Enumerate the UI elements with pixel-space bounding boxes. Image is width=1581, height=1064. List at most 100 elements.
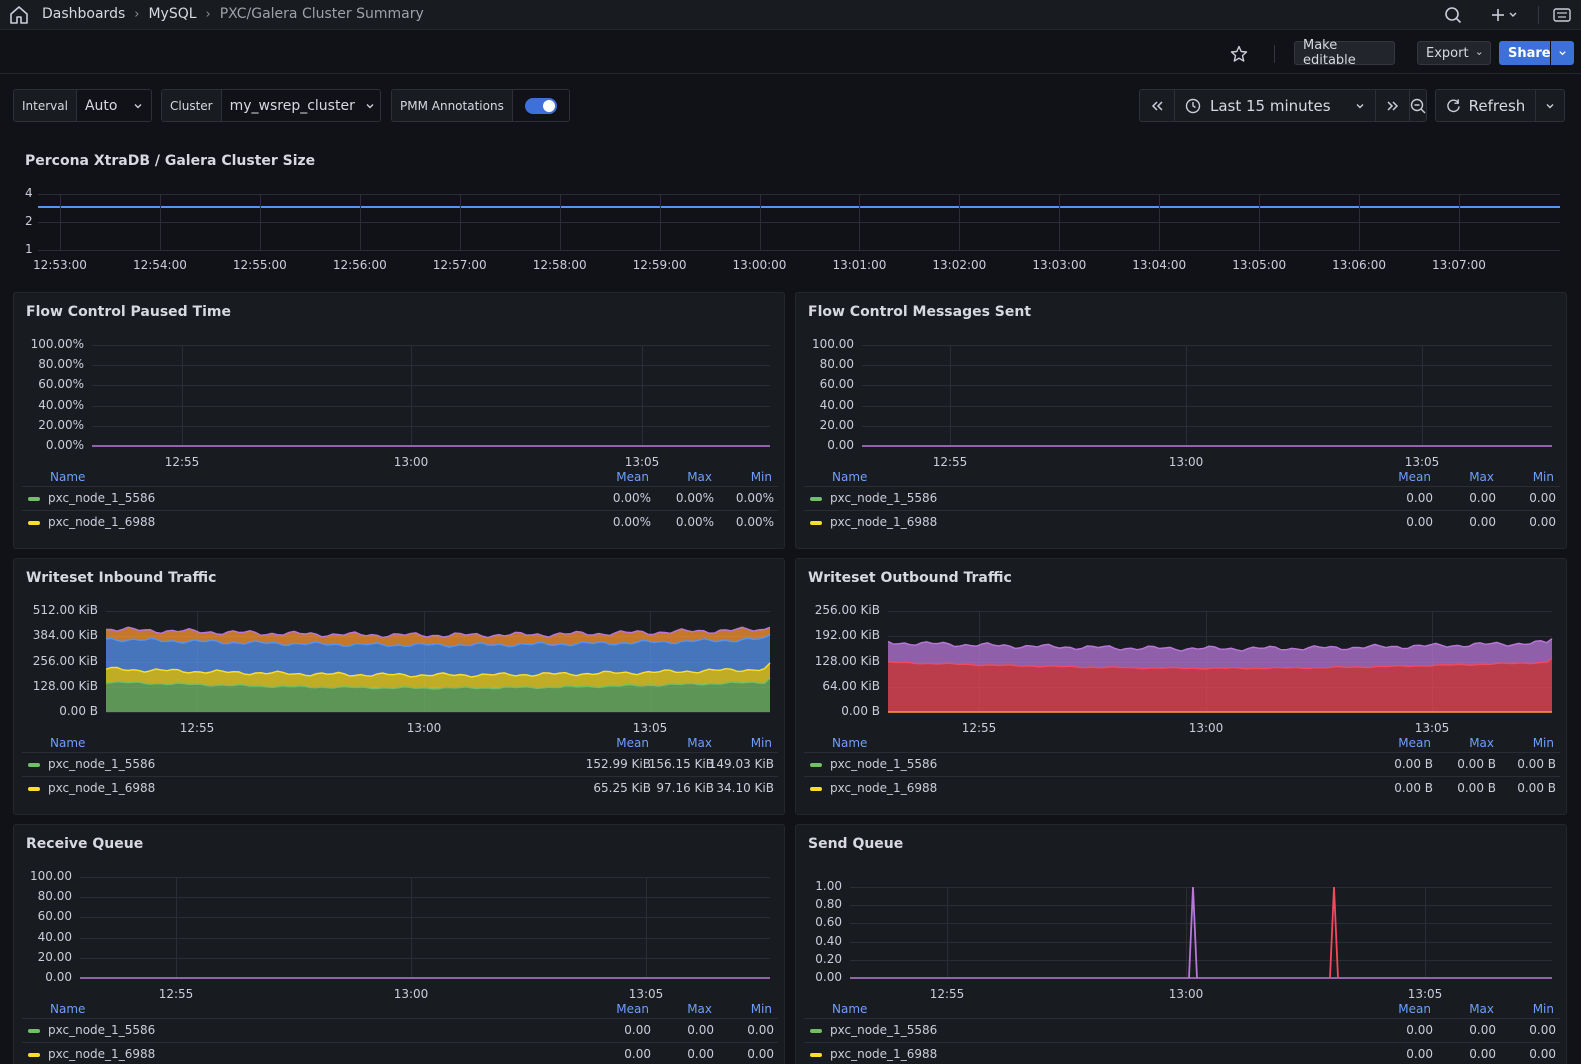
x-tick-label: 13:00 (1168, 987, 1204, 1001)
legend-header-min[interactable]: Min (1532, 1002, 1554, 1016)
legend-series-name[interactable]: pxc_node_1_5586 (48, 1023, 156, 1037)
y-tick-label: 80.00 (37, 889, 72, 904)
legend-header-name[interactable]: Name (50, 736, 86, 750)
grid-line (60, 194, 61, 251)
keyboard-icon[interactable] (1551, 4, 1573, 26)
legend-row[interactable]: pxc_node_1_6988 65.25 KiB 97.16 KiB 34.10 K… (22, 776, 778, 800)
zoom-out-icon (1410, 98, 1426, 113)
export-button[interactable]: Export (1417, 41, 1491, 65)
legend-row[interactable]: pxc_node_1_5586 0.00 B 0.00 B 0.00 B (804, 752, 1560, 776)
legend-header-min[interactable]: Min (1532, 736, 1554, 750)
y-tick-label: 40.00 (37, 929, 72, 944)
legend-row[interactable]: pxc_node_1_6988 0.00 0.00 0.00 (22, 1042, 778, 1064)
interval-select[interactable]: Auto (76, 90, 151, 121)
grid-line (888, 611, 1552, 612)
legend-header-max[interactable]: Max (687, 470, 712, 484)
time-range-picker[interactable]: Last 15 minutes (1175, 90, 1376, 121)
legend-header-max[interactable]: Max (1469, 470, 1494, 484)
legend-series-name[interactable]: pxc_node_1_6988 (48, 1047, 156, 1061)
breadcrumb-mysql[interactable]: MySQL (148, 6, 197, 22)
x-tick-label: 13:04:00 (1132, 258, 1187, 272)
legend-header-min[interactable]: Min (1532, 470, 1554, 484)
y-tick-label: 2 (25, 214, 33, 228)
home-icon[interactable] (8, 4, 30, 26)
grid-line (1186, 345, 1187, 446)
legend-value-max: 0.00 B (1457, 757, 1496, 771)
make-editable-button[interactable]: Make editable (1294, 38, 1395, 68)
legend-header-min[interactable]: Min (750, 1002, 772, 1016)
breadcrumb-dashboards[interactable]: Dashboards (42, 6, 126, 22)
legend-header-mean[interactable]: Mean (616, 1002, 649, 1016)
time-shift-back-button[interactable] (1140, 90, 1175, 121)
legend-value-max: 0.00% (675, 515, 714, 529)
legend-header-max[interactable]: Max (687, 1002, 712, 1016)
legend-row[interactable]: pxc_node_1_6988 0.00 0.00 0.00 (804, 510, 1560, 534)
legend-row[interactable]: pxc_node_1_5586 0.00% 0.00% 0.00% (22, 486, 778, 510)
legend-row[interactable]: pxc_node_1_5586 0.00 0.00 0.00 (804, 486, 1560, 510)
refresh-interval-dropdown[interactable] (1536, 90, 1564, 121)
cluster-select[interactable]: my_wsrep_cluster (221, 90, 380, 121)
nav-divider (1538, 6, 1539, 24)
time-range-label: Last 15 minutes (1210, 96, 1331, 115)
legend-row[interactable]: pxc_node_1_5586 0.00 0.00 0.00 (804, 1018, 1560, 1042)
legend-header-name[interactable]: Name (832, 470, 868, 484)
cluster-size-panel: Percona XtraDB / Galera Cluster Size 4 2 1… (13, 142, 1568, 282)
annotations-toggle[interactable] (524, 97, 557, 114)
legend-series-name[interactable]: pxc_node_1_5586 (48, 757, 156, 771)
legend-series-name[interactable]: pxc_node_1_5586 (830, 491, 938, 505)
series-area-yellow (106, 663, 770, 689)
legend-header-max[interactable]: Max (687, 736, 712, 750)
share-button[interactable]: Share (1499, 41, 1551, 65)
y-tick-label: 0.60 (815, 915, 842, 930)
legend-row[interactable]: pxc_node_1_5586 152.99 KiB 156.15 KiB 149.0… (22, 752, 778, 776)
x-tick-label: 12:55 (929, 987, 965, 1001)
panel-chart (862, 445, 1552, 447)
x-tick-label: 12:55 (164, 455, 200, 469)
x-tick-label: 12:56:00 (332, 258, 387, 272)
legend-header-min[interactable]: Min (750, 470, 772, 484)
legend-header-name[interactable]: Name (832, 736, 868, 750)
legend-series-name[interactable]: pxc_node_1_5586 (830, 1023, 938, 1037)
legend-row[interactable]: pxc_node_1_5586 0.00 0.00 0.00 (22, 1018, 778, 1042)
legend-value-min: 0.00 (1529, 1047, 1556, 1061)
legend-header-mean[interactable]: Mean (1398, 470, 1431, 484)
refresh-group: Refresh (1435, 89, 1565, 122)
legend-series-name[interactable]: pxc_node_1_6988 (830, 781, 938, 795)
legend-row[interactable]: pxc_node_1_6988 0.00 B 0.00 B 0.00 B (804, 776, 1560, 800)
legend-header-mean[interactable]: Mean (1398, 1002, 1431, 1016)
legend-header-max[interactable]: Max (1469, 1002, 1494, 1016)
legend-series-name[interactable]: pxc_node_1_6988 (48, 781, 156, 795)
refresh-button[interactable]: Refresh (1436, 90, 1536, 121)
chevron-down-icon (1546, 103, 1554, 108)
search-icon[interactable] (1442, 4, 1464, 26)
legend-header-name[interactable]: Name (50, 1002, 86, 1016)
time-shift-forward-button[interactable] (1376, 90, 1410, 121)
legend-series-name[interactable]: pxc_node_1_6988 (830, 1047, 938, 1061)
grid-line (888, 636, 1552, 638)
grid-line (646, 877, 647, 978)
legend-series-name[interactable]: pxc_node_1_6988 (48, 515, 156, 529)
legend-header-mean[interactable]: Mean (1398, 736, 1431, 750)
grid-line (38, 250, 1560, 251)
star-icon[interactable] (1230, 45, 1248, 63)
legend-row[interactable]: pxc_node_1_6988 0.00 0.00 0.00 (804, 1042, 1560, 1064)
legend-row[interactable]: pxc_node_1_6988 0.00% 0.00% 0.00% (22, 510, 778, 534)
legend-series-name[interactable]: pxc_node_1_5586 (830, 757, 938, 771)
legend-value-mean: 0.00 B (1394, 757, 1433, 771)
legend-header-min[interactable]: Min (750, 736, 772, 750)
chevron-down-icon (1356, 103, 1364, 108)
legend-header-name[interactable]: Name (832, 1002, 868, 1016)
grid-line (92, 405, 770, 407)
zoom-out-button[interactable] (1410, 90, 1426, 121)
grid-line (411, 877, 412, 978)
legend-header-mean[interactable]: Mean (616, 736, 649, 750)
share-dropdown-button[interactable] (1551, 41, 1574, 65)
legend-header-name[interactable]: Name (50, 470, 86, 484)
legend-series-name[interactable]: pxc_node_1_6988 (830, 515, 938, 529)
x-tick-label: 13:00:00 (732, 258, 787, 272)
chevron-down-icon (134, 103, 142, 108)
add-new-icon[interactable] (1490, 4, 1524, 26)
legend-header-max[interactable]: Max (1469, 736, 1494, 750)
legend-series-name[interactable]: pxc_node_1_5586 (48, 491, 156, 505)
legend-header-mean[interactable]: Mean (616, 470, 649, 484)
